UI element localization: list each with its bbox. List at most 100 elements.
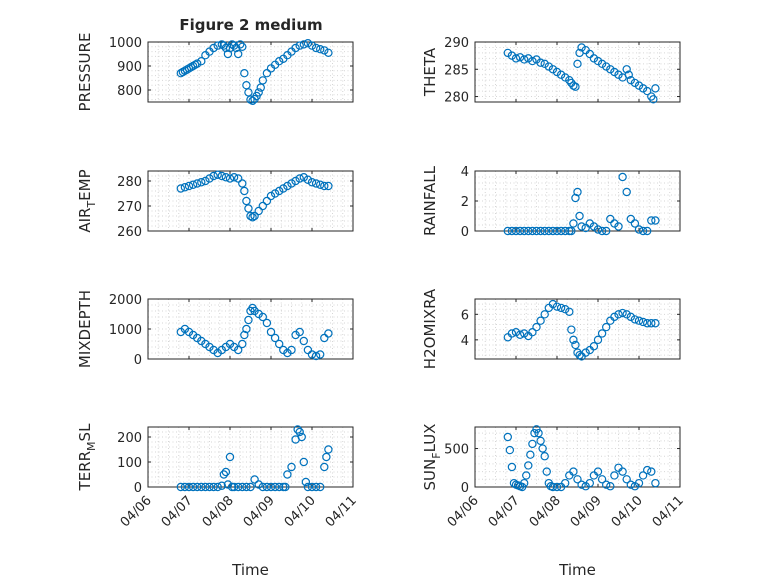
data-point [569,467,578,476]
data-point [532,322,541,332]
data-point [643,86,652,96]
data-point [507,329,517,338]
data-point [248,213,257,222]
data-point [548,299,558,309]
data-point [221,43,231,53]
y-tick-label: 270 [117,200,142,215]
data-point [182,65,192,74]
data-point [270,333,280,343]
data-point [536,58,545,67]
data-point [561,478,570,488]
y-tick-label: 0 [461,225,469,240]
data-point [295,327,304,337]
data-point [287,179,296,188]
y-tick-label: 200 [117,431,142,446]
data-point [597,226,607,236]
subplot-h2omixra: 4 6 H2OMIXRA [421,288,681,369]
data-point [221,173,231,182]
data-point [186,62,196,72]
data-point [503,226,512,236]
data-point [593,467,603,476]
data-point [254,480,263,489]
data-point [626,480,636,489]
y-axis-label-main: AIR [76,208,94,233]
subplot-theta: 280 285 290 THETA [421,36,681,106]
y-axis-label: SUNFLUX [421,424,443,491]
axes-frame [474,298,681,360]
data-point [618,172,627,182]
data-point [270,189,280,198]
data-point [275,186,284,196]
data-point [569,335,578,345]
y-axis-label-subscript: T [85,201,98,209]
data-point [275,482,284,492]
data-point [322,452,331,462]
data-point [622,475,631,484]
data-point [528,327,537,337]
data-point [201,176,210,186]
data-point [630,315,640,324]
data-point [618,467,627,476]
data-point [229,482,239,492]
y-axis-label: RAINFALL [421,165,439,236]
data-point [209,482,218,492]
data-point [320,46,329,55]
data-point [540,310,549,319]
y-tick-label: 280 [444,91,469,106]
y-axis-label-rest: SL [76,423,94,442]
y-axis-label-subscript: M [85,441,98,451]
x-axis-label: Time [558,561,596,579]
data-point [573,59,582,69]
data-point [602,322,611,332]
data-point [610,312,619,322]
data-point [524,461,533,470]
data-point [238,482,247,492]
data-point [238,42,247,52]
y-axis-label-subscript: F [430,452,443,458]
data-point [316,482,325,492]
data-point [283,470,292,479]
data-point [643,319,652,328]
data-point [301,477,311,487]
y-tick-label: 800 [117,84,142,99]
data-point [556,303,566,313]
data-point [565,307,574,316]
data-point [618,308,627,318]
y-tick-label: 285 [444,63,469,78]
data-point [511,226,521,236]
data-point [242,482,251,492]
data-point [244,315,253,325]
data-point [536,226,545,236]
data-point [540,226,549,236]
data-point [178,67,188,77]
data-point [244,204,253,213]
y-tick-label: 0 [461,481,469,496]
data-point [307,482,317,492]
y-axis-label-main: H2OMIXRA [421,288,439,369]
data-point [242,196,251,206]
data-point [538,444,547,453]
data-point [262,68,272,78]
data-point [287,462,296,472]
data-point [307,41,317,50]
data-point [221,467,231,477]
data-point [209,171,218,181]
data-point [507,462,517,472]
data-point [573,475,582,484]
data-point [176,68,185,78]
data-point [233,174,243,183]
data-point [647,319,656,328]
data-point [180,66,190,76]
data-point [270,482,280,492]
data-point [638,226,648,236]
data-point [250,211,259,221]
data-point [293,425,302,434]
data-point [266,327,276,337]
data-point [593,335,603,345]
data-point [597,329,607,338]
data-point [238,339,247,349]
y-tick-label: 4 [461,334,469,349]
data-point [522,471,531,480]
